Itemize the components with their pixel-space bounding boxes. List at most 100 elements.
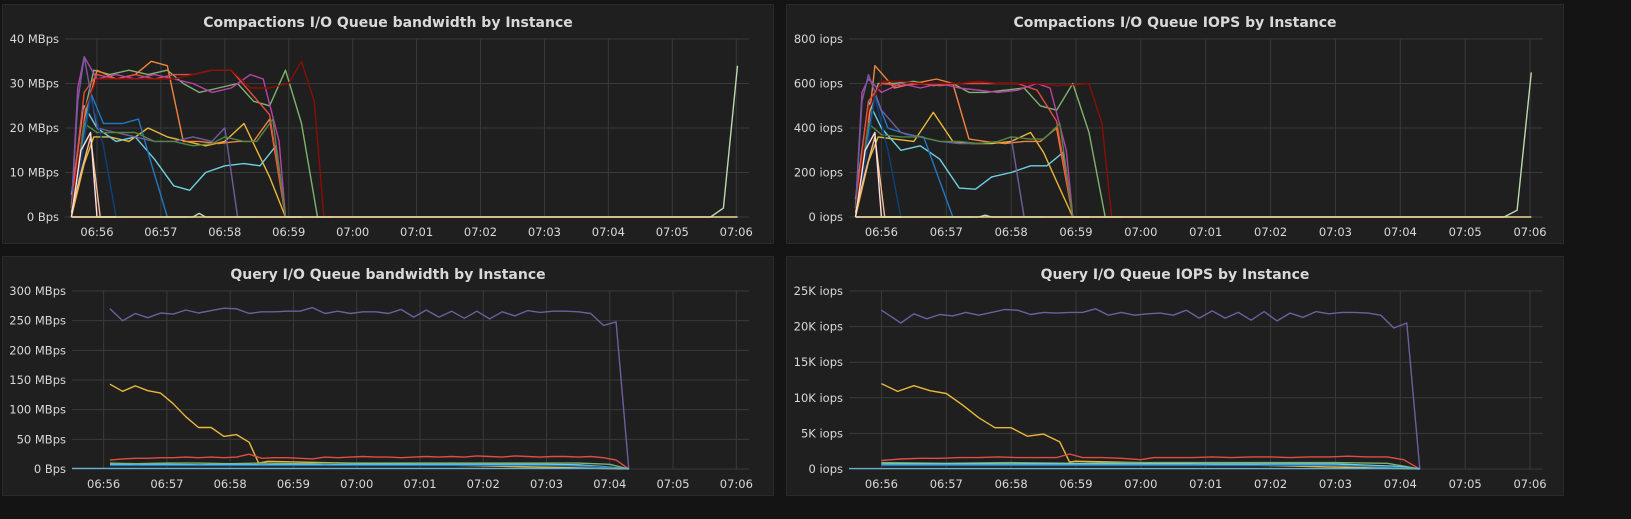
x-tick-label: 06:58 — [995, 477, 1028, 491]
series-line-8[interactable] — [854, 122, 1090, 218]
y-tick-label: 300 MBps — [9, 284, 66, 298]
x-tick-label: 07:01 — [403, 477, 436, 491]
y-tick-label: 800 iops — [794, 32, 843, 46]
panel-compactions-bandwidth[interactable]: Compactions I/O Queue bandwidth by Insta… — [2, 4, 774, 244]
x-tick-label: 07:03 — [1319, 477, 1352, 491]
x-tick-label: 07:02 — [464, 225, 497, 239]
y-tick-label: 40 MBps — [10, 32, 59, 46]
x-tick-label: 07:03 — [528, 225, 561, 239]
x-tick-label: 07:05 — [1449, 225, 1482, 239]
x-tick-label: 07:02 — [1254, 225, 1287, 239]
x-tick-label: 07:05 — [1449, 477, 1482, 491]
x-tick-label: 06:56 — [80, 225, 113, 239]
x-tick-label: 07:05 — [656, 225, 689, 239]
y-tick-label: 0 iops — [809, 210, 844, 224]
x-tick-label: 07:03 — [1319, 225, 1352, 239]
series-line-4[interactable] — [854, 82, 1090, 218]
series-line-9[interactable] — [70, 60, 340, 218]
y-tick-label: 600 iops — [794, 77, 843, 91]
panel-query-iops[interactable]: Query I/O Queue IOPS by Instance 0 iops 5… — [786, 256, 1564, 496]
x-tick-label: 07:04 — [1384, 225, 1417, 239]
series-line-0[interactable] — [854, 80, 1122, 218]
panel-title[interactable]: Compactions I/O Queue bandwidth by Insta… — [203, 15, 573, 31]
x-tick-label: 07:06 — [1513, 477, 1546, 491]
y-tick-label: 200 MBps — [9, 343, 66, 357]
chart-compactions-iops: 0 iops 200 iops 400 iops 600 iops 800 iops 06… — [794, 32, 1547, 239]
x-tick-label: 07:00 — [1124, 477, 1157, 491]
series-line-5[interactable] — [110, 464, 629, 470]
series-line-2[interactable] — [109, 453, 630, 470]
x-tick-label: 06:57 — [144, 225, 177, 239]
x-tick-label: 07:06 — [1513, 225, 1546, 239]
x-tick-label: 07:02 — [1254, 477, 1287, 491]
x-tick-label: 06:59 — [1059, 225, 1092, 239]
x-tick-label: 06:58 — [214, 477, 247, 491]
x-tick-label: 06:56 — [865, 225, 898, 239]
y-tick-label: 400 iops — [794, 121, 843, 135]
y-tick-label: 250 MBps — [9, 314, 66, 328]
y-tick-label: 5K iops — [801, 426, 843, 440]
y-tick-label: 20K iops — [794, 320, 843, 334]
y-tick-label: 50 MBps — [17, 432, 66, 446]
x-tick-label: 07:04 — [593, 477, 626, 491]
x-tick-label: 06:59 — [272, 225, 305, 239]
y-tick-label: 25K iops — [794, 284, 843, 298]
panel-title[interactable]: Query I/O Queue bandwidth by Instance — [230, 267, 546, 283]
series-line-0[interactable] — [70, 69, 334, 218]
x-tick-label: 06:56 — [865, 477, 898, 491]
series-line-0[interactable] — [109, 306, 630, 470]
y-tick-label: 100 MBps — [9, 403, 66, 417]
series-line-1[interactable] — [70, 122, 302, 218]
x-tick-label: 07:00 — [340, 477, 373, 491]
series-line-1[interactable] — [109, 383, 629, 470]
series-line-2[interactable] — [881, 453, 1421, 470]
x-tick-label: 06:58 — [995, 225, 1028, 239]
chart-query-iops: 0 iops 5K iops 10K iops 15K iops 20K iops 25K… — [794, 284, 1547, 491]
series-line-0[interactable] — [881, 308, 1421, 470]
y-tick-label: 30 MBps — [10, 77, 59, 91]
series-line-4[interactable] — [881, 463, 1420, 470]
x-tick-label: 07:02 — [467, 477, 500, 491]
panel-title[interactable]: Compactions I/O Queue IOPS by Instance — [1013, 15, 1337, 31]
x-tick-label: 07:05 — [656, 477, 689, 491]
series-line-1[interactable] — [881, 382, 1420, 470]
series-line-6[interactable] — [854, 78, 1090, 218]
series-line-13[interactable] — [855, 72, 1532, 218]
x-tick-label: 06:57 — [150, 477, 183, 491]
series-line-3[interactable] — [881, 461, 1420, 470]
series-line-9[interactable] — [854, 80, 1128, 218]
chart-compactions-bandwidth: 0 Bps 10 MBps 20 MBps 30 MBps 40 MBps 06:56 06… — [10, 32, 753, 239]
x-tick-label: 07:04 — [592, 225, 625, 239]
x-tick-label: 07:00 — [336, 225, 369, 239]
x-tick-label: 07:06 — [720, 225, 753, 239]
x-tick-label: 07:01 — [400, 225, 433, 239]
y-tick-label: 0 iops — [809, 462, 844, 476]
x-tick-label: 07:06 — [720, 477, 753, 491]
series-line-4[interactable] — [70, 69, 302, 218]
series-line-3[interactable] — [70, 60, 302, 218]
y-tick-label: 0 Bps — [34, 462, 66, 476]
x-tick-label: 06:58 — [208, 225, 241, 239]
series-line-5[interactable] — [881, 464, 1420, 470]
panel-compactions-iops[interactable]: Compactions I/O Queue IOPS by Instance 0… — [786, 4, 1564, 244]
series-line-5[interactable] — [854, 93, 973, 218]
series-line-2[interactable] — [854, 100, 1090, 218]
series-line-7[interactable] — [854, 73, 1044, 218]
panel-query-bandwidth[interactable]: Query I/O Queue bandwidth by Instance 0 … — [2, 256, 774, 496]
panel-title[interactable]: Query I/O Queue IOPS by Instance — [1040, 267, 1310, 283]
x-tick-label: 06:59 — [1059, 477, 1092, 491]
x-tick-label: 07:01 — [1189, 477, 1222, 491]
series-line-8[interactable] — [70, 118, 302, 218]
series-line-10[interactable] — [854, 96, 921, 218]
y-tick-label: 150 MBps — [9, 373, 66, 387]
x-tick-label: 07:00 — [1124, 225, 1157, 239]
y-tick-label: 0 Bps — [27, 210, 59, 224]
y-tick-label: 20 MBps — [10, 121, 59, 135]
x-tick-label: 06:57 — [930, 225, 963, 239]
series-line-3[interactable] — [109, 462, 629, 470]
series-line-6[interactable] — [70, 56, 302, 218]
x-tick-label: 07:01 — [1189, 225, 1222, 239]
series-line-5[interactable] — [70, 91, 187, 218]
x-tick-label: 07:04 — [1384, 477, 1417, 491]
y-tick-label: 200 iops — [794, 166, 843, 180]
